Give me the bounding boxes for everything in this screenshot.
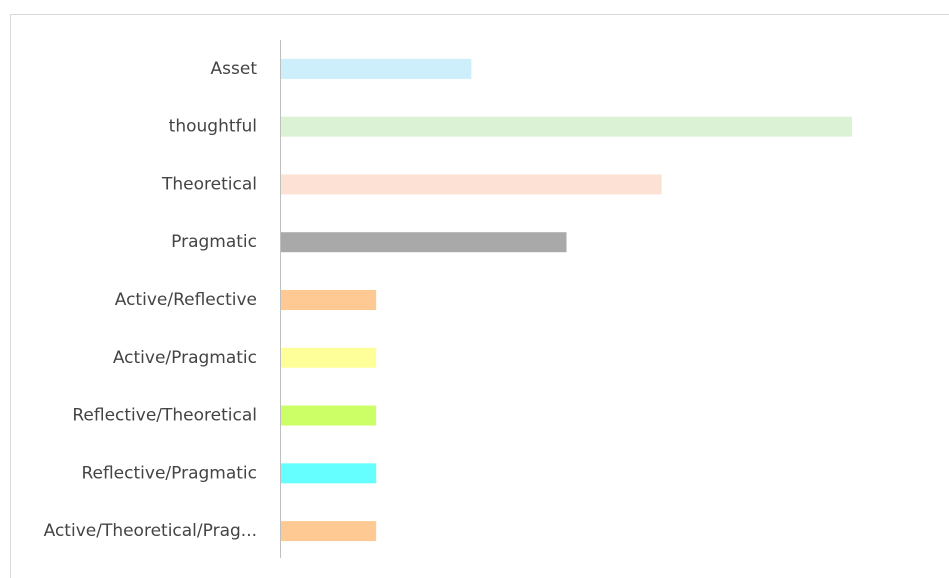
y-tick-label: Active/Theoretical/Prag... [44, 521, 257, 541]
bar [281, 347, 377, 368]
chart-frame [10, 14, 949, 578]
bar [281, 174, 662, 195]
bar [281, 58, 472, 79]
y-tick-label: Pragmatic [171, 232, 257, 252]
bar [281, 290, 377, 310]
y-tick-label: Asset [211, 59, 258, 79]
y-tick-label: Theoretical [161, 174, 257, 194]
y-tick-label: Active/Reflective [115, 290, 257, 310]
bar [281, 232, 567, 253]
bar [281, 405, 377, 426]
y-tick-label: Reflective/Theoretical [72, 406, 257, 426]
y-tick-label: Reflective/Pragmatic [81, 463, 257, 483]
y-tick-label: thoughtful [169, 117, 257, 137]
bar [281, 463, 377, 484]
y-tick-label: Active/Pragmatic [113, 348, 257, 368]
bar [281, 521, 377, 542]
bar [281, 116, 852, 137]
